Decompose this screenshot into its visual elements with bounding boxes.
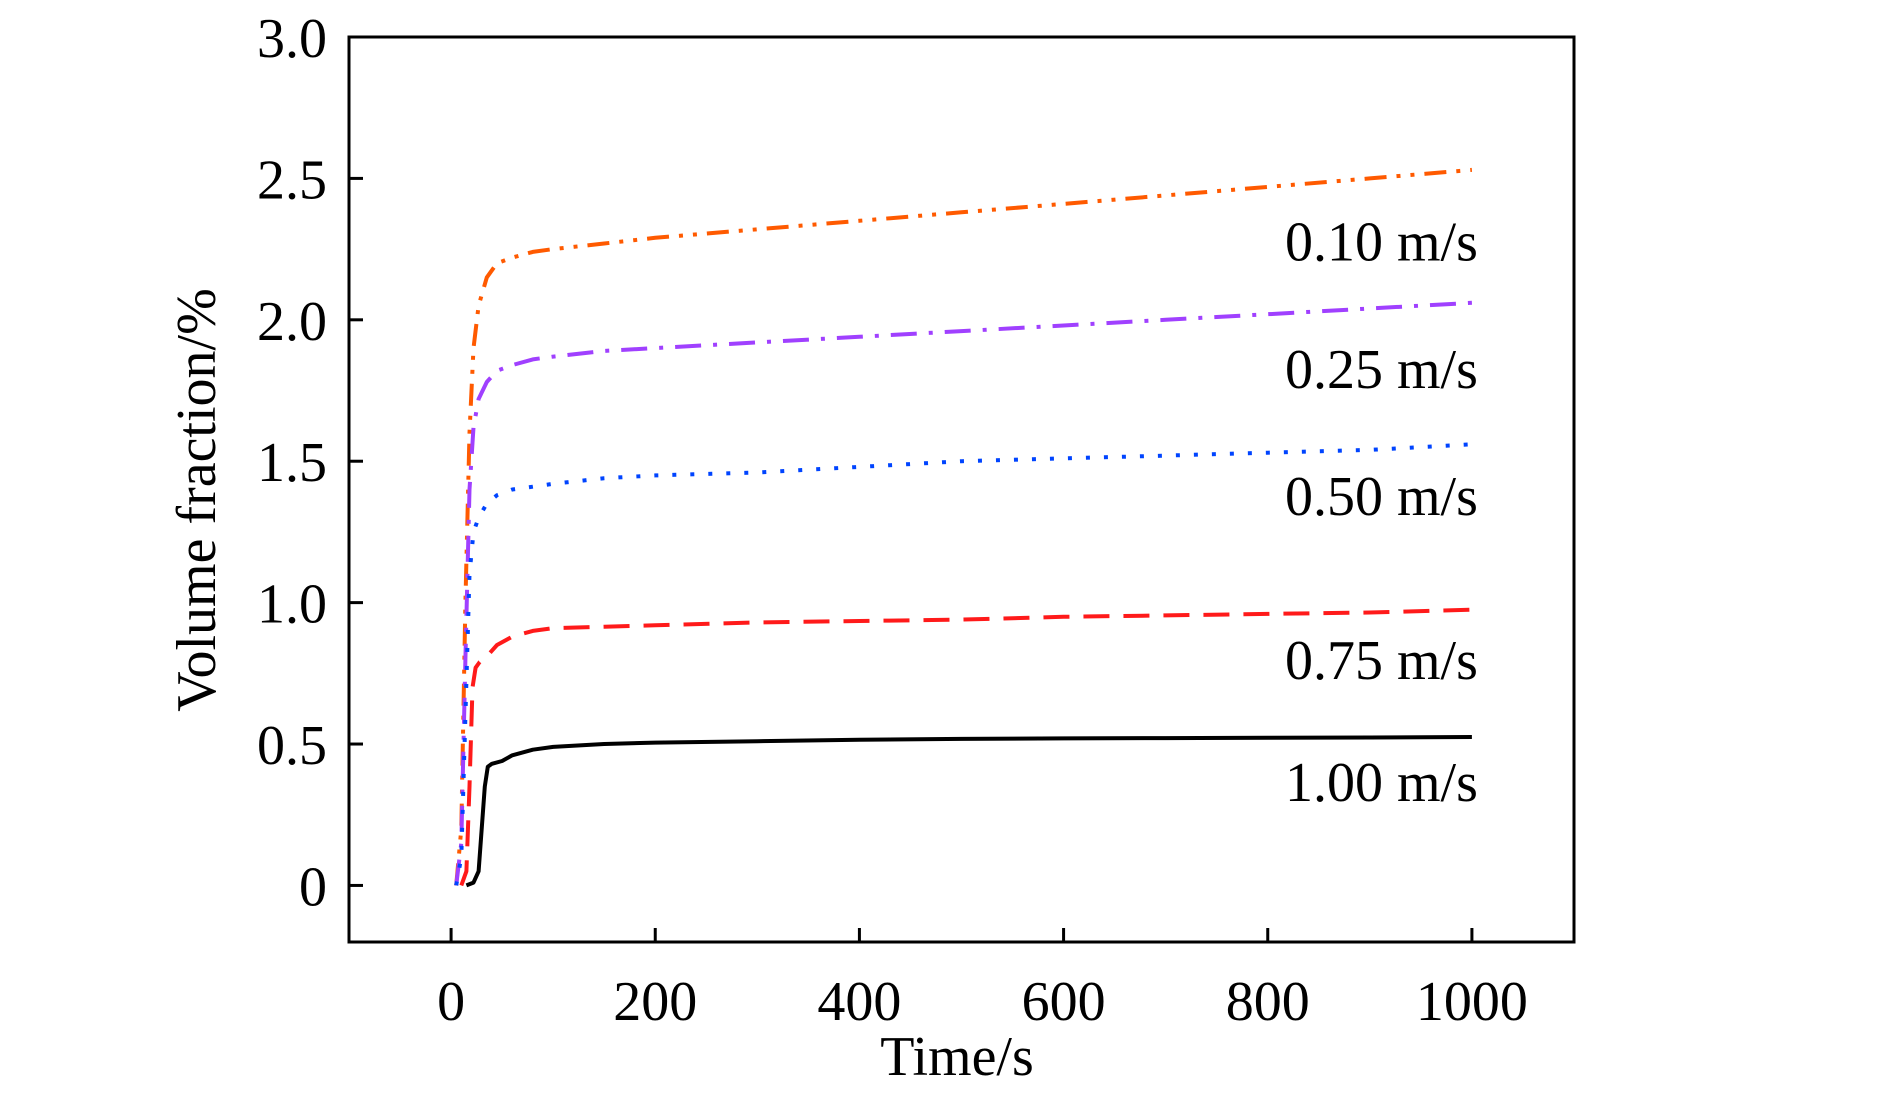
- series-annotation: 0.75 m/s: [1285, 630, 1478, 692]
- x-tick-label: 0: [437, 971, 465, 1033]
- series-annotation: 0.50 m/s: [1285, 466, 1478, 528]
- series-annotation: 0.10 m/s: [1285, 212, 1478, 274]
- x-tick-label: 1000: [1416, 971, 1528, 1033]
- x-tick-label: 600: [1022, 971, 1106, 1033]
- series-line: [454, 300, 1473, 886]
- y-tick-label: 1.0: [257, 574, 327, 636]
- series-line: [454, 167, 1473, 886]
- x-tick-label: 200: [613, 971, 697, 1033]
- series-line: [465, 735, 1472, 888]
- y-tick-label: 0: [299, 856, 327, 918]
- y-tick-label: 0.5: [257, 715, 327, 777]
- series-annotation: 1.00 m/s: [1285, 752, 1478, 814]
- series-annotation: 0.25 m/s: [1285, 339, 1478, 401]
- x-axis: 0 200 400 600 800 1000: [437, 928, 1528, 1033]
- x-tick-label: 800: [1226, 971, 1310, 1033]
- series-group: [454, 167, 1473, 888]
- y-tick-label: 1.5: [257, 432, 327, 494]
- series-line: [459, 607, 1472, 887]
- x-tick-label: 400: [817, 971, 901, 1033]
- y-axis-label: Volume fraction/%: [166, 288, 228, 712]
- y-tick-label: 2.0: [257, 291, 327, 353]
- y-tick-label: 3.0: [257, 8, 327, 70]
- plot-frame: [347, 35, 1576, 944]
- series-line: [454, 442, 1473, 886]
- y-axis: 0 0.5 1.0 1.5 2.0 2.5 3.0: [257, 8, 363, 918]
- series-labels: 0.10 m/s 0.25 m/s 0.50 m/s 0.75 m/s 1.00 m/s: [1285, 212, 1478, 814]
- x-axis-label: Time/s: [880, 1026, 1034, 1088]
- y-tick-label: 2.5: [257, 149, 327, 211]
